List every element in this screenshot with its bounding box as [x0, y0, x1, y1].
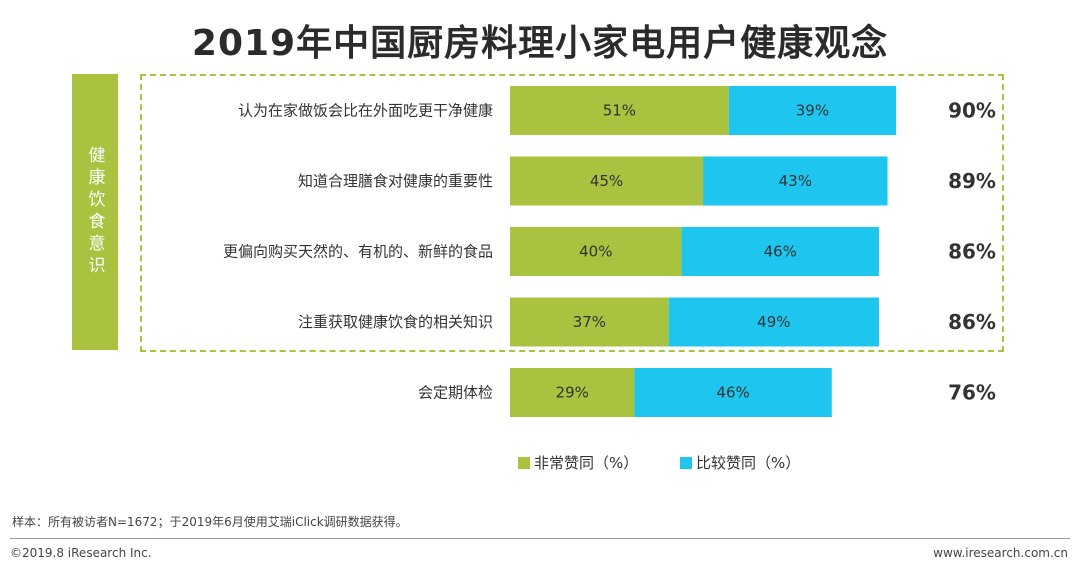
total-label: 76%	[948, 381, 996, 405]
website: www.iresearch.com.cn	[933, 546, 1068, 560]
bar-value-label: 39%	[796, 102, 829, 120]
bar-somewhat-agree	[668, 297, 879, 347]
total-label: 89%	[948, 169, 996, 193]
bar-value-label: 40%	[579, 243, 612, 261]
category-label: 更偏向购买天然的、有机的、新鲜的食品	[223, 243, 493, 261]
bar-value-label: 46%	[716, 384, 749, 402]
legend-label: 比较赞同（%）	[696, 454, 800, 472]
group-label-healthy-diet: 健康饮食意识	[72, 74, 118, 350]
footer-divider	[10, 538, 1070, 539]
legend-label: 非常赞同（%）	[534, 454, 638, 472]
bar-value-label: 43%	[779, 172, 812, 190]
category-label: 会定期体检	[418, 384, 493, 402]
bar-strongly-agree	[510, 156, 704, 206]
bar-value-label: 49%	[757, 313, 790, 331]
total-label: 90%	[948, 99, 996, 123]
bar-value-label: 51%	[603, 102, 636, 120]
category-label: 注重获取健康饮食的相关知识	[298, 313, 493, 331]
group-dashed-border	[140, 74, 1004, 352]
total-label: 86%	[948, 240, 996, 264]
bar-value-label: 29%	[556, 384, 589, 402]
bar-strongly-agree	[510, 297, 669, 347]
sample-note: 样本：所有被访者N=1672；于2019年6月使用艾瑞iClick调研数据获得。	[12, 515, 408, 529]
page-title: 2019年中国厨房料理小家电用户健康观念	[191, 23, 889, 64]
legend-swatch-somewhat-agree	[680, 457, 692, 469]
bar-strongly-agree	[510, 368, 635, 417]
category-label: 知道合理膳食对健康的重要性	[298, 172, 493, 190]
bar-somewhat-agree	[703, 156, 888, 206]
bar-somewhat-agree	[681, 227, 879, 276]
bar-value-label: 37%	[573, 313, 606, 331]
total-label: 86%	[948, 310, 996, 334]
bar-strongly-agree	[510, 86, 729, 135]
bar-strongly-agree	[510, 227, 682, 276]
legend-swatch-strongly-agree	[518, 457, 530, 469]
bar-somewhat-agree	[728, 86, 897, 135]
bar-value-label: 45%	[590, 172, 623, 190]
copyright: ©2019.8 iResearch Inc.	[10, 546, 152, 560]
category-label: 认为在家做饭会比在外面吃更干净健康	[238, 102, 493, 120]
bar-value-label: 46%	[764, 243, 797, 261]
stacked-bar-chart: 认为在家做饭会比在外面吃更干净健康 51% 39% 90% 知道合理膳食对健康的重要性 4…	[223, 86, 996, 472]
bar-somewhat-agree	[634, 368, 832, 417]
